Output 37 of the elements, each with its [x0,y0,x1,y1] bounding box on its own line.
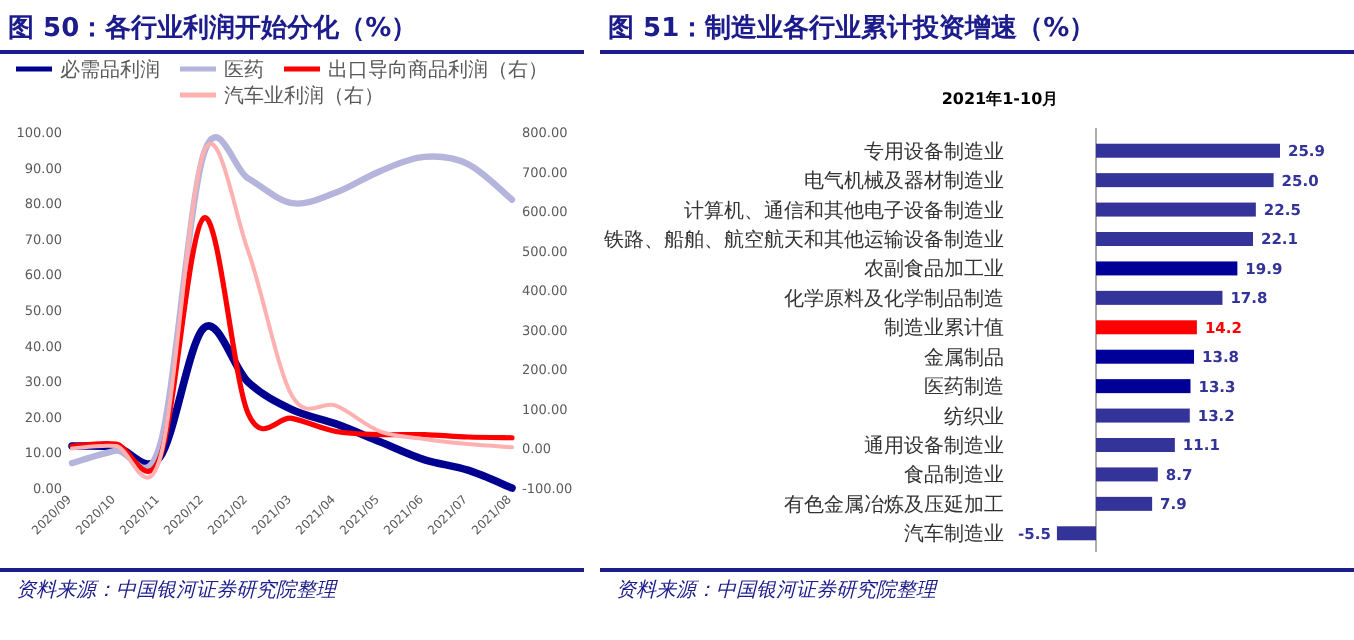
y-tick-label: 铁路、船舶、航空航天和其他运输设备制造业 [602,228,1004,252]
bar [1096,496,1153,511]
chart-title: 图 50：各行业利润开始分化（%） [8,12,418,44]
y-tick-label: 食品制造业 [904,463,1004,488]
bar [1096,290,1223,305]
bar [1096,349,1195,364]
y-tick-label: 通用设备制造业 [864,434,1004,458]
bar [1096,232,1253,246]
text: 资料来源：中国银河证券研究院整理 [16,578,338,602]
bar [1096,467,1158,482]
legend-label: 医药 [224,58,264,82]
y-tick-label: 专用设备制造业 [864,139,1004,164]
y-tick-label: 农副食品加工业 [864,257,1004,282]
y-tick-label: 化学原料及化学制品制造 [784,286,1004,311]
y-tick-label: 医药制造 [924,375,1004,400]
y-tick-label: 金属制品 [924,345,1004,370]
bar [1096,173,1274,188]
bar [1056,526,1096,541]
y-tick-label: 计算机、通信和其他电子设备制造业 [684,198,1004,223]
y-tick-label: 汽车制造业 [904,522,1004,547]
y-tick-label: 制造业累计值 [884,316,1004,341]
y-tick-label: 电气机械及器材制造业 [804,169,1004,194]
chart-title: 图 51：制造业各行业累计投资增速（%） [608,14,1096,44]
chart-subtitle: 2021年1-10月 [941,90,1059,108]
legend-label: 出口导向商品利润（右） [328,58,548,82]
y-tick-label: 纺织业 [944,404,1004,429]
bar [1096,202,1256,217]
bar [1096,143,1280,158]
bar [1096,320,1197,335]
legend-label: 必需品利润 [60,58,160,82]
bar [1096,379,1191,394]
bar [1096,261,1238,276]
bar [1096,438,1175,452]
bar [1096,408,1190,423]
text: 资料来源：中国银河证券研究院整理 [616,578,938,602]
legend-label: 汽车业利润（右） [224,84,384,108]
y-tick-label: 有色金属冶炼及压延加工 [784,492,1004,517]
